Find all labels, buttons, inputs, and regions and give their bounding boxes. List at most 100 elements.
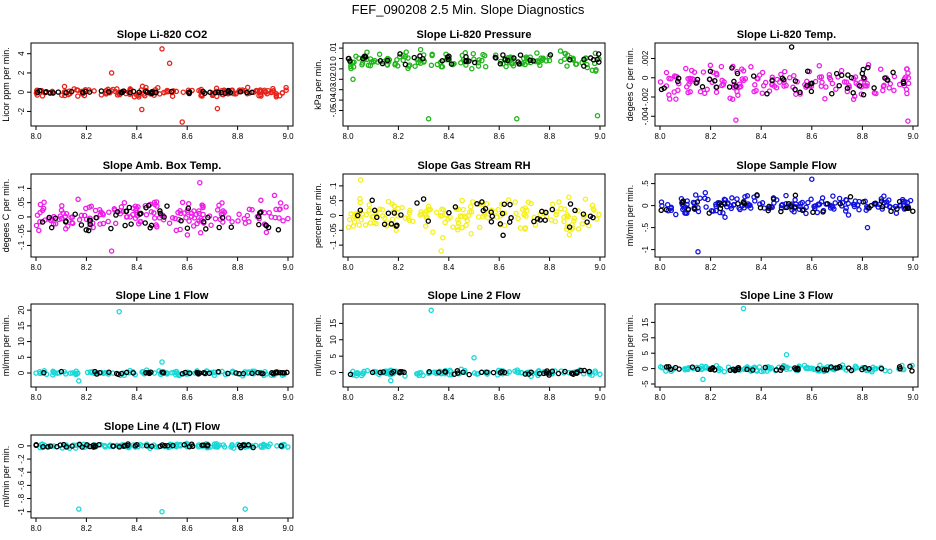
data-point: [826, 74, 833, 81]
data-point: [717, 205, 724, 212]
data-point: [843, 79, 850, 85]
data-point: [249, 370, 255, 377]
data-point: [675, 75, 682, 82]
x-tick-label: 8.4: [131, 132, 143, 141]
data-point: [211, 443, 218, 450]
data-point: [374, 214, 380, 221]
data-point: [513, 210, 519, 217]
data-point: [269, 89, 276, 95]
data-point: [464, 217, 471, 224]
data-point: [393, 223, 400, 229]
data-point: [561, 56, 568, 62]
y-tick-label: 2: [17, 70, 26, 75]
data-point: [356, 222, 362, 228]
data-point: [896, 364, 903, 370]
data-point: [166, 220, 173, 226]
data-point: [844, 88, 851, 95]
data-point: [718, 63, 725, 70]
data-point: [851, 203, 858, 210]
data-point: [236, 211, 242, 218]
data-point: [734, 196, 740, 202]
data-point: [429, 52, 435, 59]
data-point: [834, 365, 841, 371]
data-point: [90, 444, 97, 450]
data-point: [389, 216, 396, 223]
data-point: [489, 213, 496, 220]
data-point: [909, 368, 915, 374]
data-point: [357, 199, 364, 206]
y-tick-label: 10: [17, 337, 26, 346]
data-point: [244, 84, 251, 91]
data-point: [823, 84, 829, 90]
data-point: [882, 75, 888, 81]
data-point: [353, 372, 360, 379]
data-point: [512, 368, 518, 374]
x-tick-label: 8.6: [494, 263, 506, 272]
data-point: [488, 219, 495, 225]
data-point: [878, 365, 885, 372]
data-point: [860, 92, 867, 98]
data-point: [123, 369, 130, 376]
plot-frame: [30, 434, 294, 519]
data-point: [564, 52, 571, 58]
data-point: [773, 84, 780, 91]
data-point: [200, 218, 207, 225]
data-point: [59, 203, 65, 209]
data-point: [274, 443, 280, 449]
data-point: [37, 444, 43, 451]
data-point: [910, 208, 916, 214]
data-point: [500, 52, 506, 58]
y-tick-label: 0: [329, 213, 338, 218]
y-tick-label: 0: [17, 89, 26, 94]
data-point: [704, 86, 710, 93]
y-tick-label: 0: [641, 366, 650, 371]
data-point: [196, 208, 202, 214]
data-point: [114, 209, 121, 215]
x-tick-label: 8.6: [182, 263, 194, 272]
data-point: [668, 207, 675, 214]
data-point: [180, 89, 187, 95]
data-point: [417, 46, 424, 53]
x-tick-label: 9.0: [282, 393, 294, 402]
data-point: [348, 63, 354, 70]
data-point: [592, 50, 599, 57]
data-point: [228, 224, 235, 230]
data-point: [454, 368, 461, 374]
data-point: [369, 213, 376, 220]
data-point: [506, 219, 513, 225]
data-point: [668, 75, 674, 82]
data-point: [425, 218, 432, 224]
data-point: [220, 219, 226, 225]
data-point: [675, 78, 681, 85]
data-point: [84, 442, 90, 448]
y-tick-label: -.1: [329, 240, 338, 250]
outlier-point: [788, 44, 795, 50]
data-point: [433, 209, 440, 216]
data-point: [500, 232, 506, 239]
plot-frame: [342, 303, 606, 388]
y-tick-label: .01: [329, 42, 338, 54]
y-tick-label: 0: [17, 214, 26, 219]
data-point: [658, 86, 665, 93]
data-point: [779, 365, 785, 371]
data-point: [752, 198, 758, 204]
chart-panel: Slope Line 2 Flow ml/min per min. 0 5 10 15 8.…: [313, 290, 606, 402]
data-point: [33, 442, 39, 449]
data-point: [555, 370, 562, 377]
data-point: [795, 366, 801, 373]
data-point: [484, 214, 491, 221]
y-axis-label: ml/min per min.: [1, 315, 11, 377]
data-point: [50, 369, 57, 376]
data-point: [193, 211, 199, 218]
data-point: [369, 197, 375, 204]
data-point: [845, 212, 852, 218]
x-tick-label: 8.2: [81, 263, 93, 272]
y-tick-label: -.2: [17, 454, 26, 464]
outlier-point: [179, 119, 185, 125]
data-point: [893, 210, 900, 216]
data-point: [454, 227, 461, 233]
data-point: [843, 197, 850, 203]
data-point: [173, 368, 180, 375]
data-point: [783, 82, 789, 89]
y-tick-label: -.4: [17, 467, 26, 477]
